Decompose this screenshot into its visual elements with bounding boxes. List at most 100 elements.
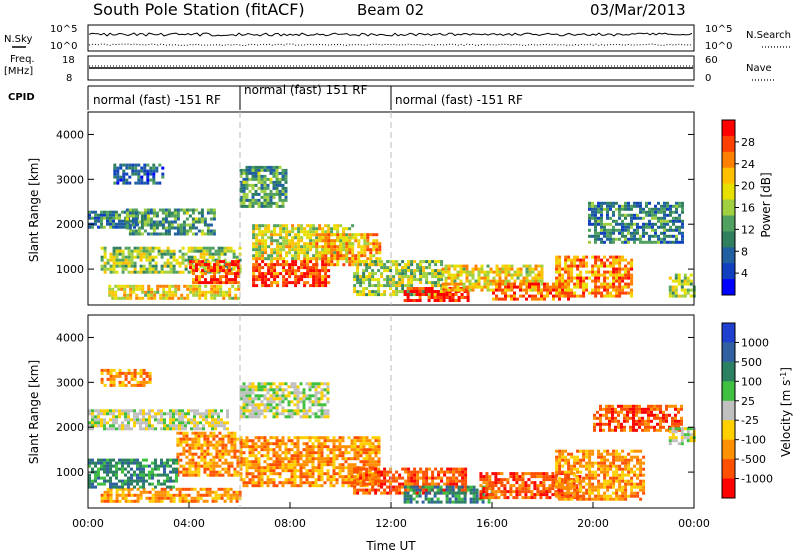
echo-cell xyxy=(257,478,261,482)
echo-cell xyxy=(245,457,249,461)
echo-cell xyxy=(251,451,255,455)
echo-cell xyxy=(125,208,129,212)
echo-cell xyxy=(675,216,678,220)
echo-cell xyxy=(161,211,165,215)
echo-cell xyxy=(160,490,164,494)
echo-cell xyxy=(363,251,367,255)
echo-cell xyxy=(335,457,339,461)
echo-cell xyxy=(315,239,319,243)
echo-cell xyxy=(211,490,215,494)
echo-cell xyxy=(194,440,198,444)
echo-cell xyxy=(678,228,681,232)
echo-cell xyxy=(260,448,264,452)
echo-cell xyxy=(615,228,618,232)
echo-cell xyxy=(109,377,113,381)
echo-cell xyxy=(230,434,234,438)
echo-cell xyxy=(139,255,143,259)
echo-cell xyxy=(142,473,145,477)
echo-cell xyxy=(143,217,147,221)
echo-cell xyxy=(603,270,607,274)
echo-cell xyxy=(239,180,243,184)
echo-cell xyxy=(257,457,261,461)
echo-cell xyxy=(305,478,309,482)
echo-cell xyxy=(404,488,408,492)
echo-cell xyxy=(630,291,634,295)
echo-cell xyxy=(368,460,372,464)
echo-cell xyxy=(606,264,610,268)
echo-cell xyxy=(392,473,396,477)
echo-cell xyxy=(657,210,660,214)
echo-cell xyxy=(353,275,357,279)
echo-cell xyxy=(290,448,294,452)
echo-cell xyxy=(211,252,215,256)
echo-cell xyxy=(317,472,321,476)
echo-cell xyxy=(603,288,607,292)
echo-cell xyxy=(205,493,209,497)
echo-cell xyxy=(165,296,169,300)
echo-cell xyxy=(450,282,454,286)
echo-cell xyxy=(303,281,307,285)
echo-cell xyxy=(501,279,505,283)
echo-cell xyxy=(591,210,594,214)
echo-cell xyxy=(158,220,162,224)
echo-cell xyxy=(308,484,312,488)
echo-cell xyxy=(133,255,137,259)
echo-cell xyxy=(181,421,184,425)
echo-cell xyxy=(242,180,246,184)
echo-cell xyxy=(657,216,660,220)
echo-cell xyxy=(677,276,681,280)
echo-cell xyxy=(456,270,460,274)
echo-cell xyxy=(181,427,184,431)
echo-cell xyxy=(121,421,124,425)
echo-cell xyxy=(213,284,217,288)
echo-cell xyxy=(248,177,252,181)
echo-cell xyxy=(326,400,330,404)
echo-cell xyxy=(363,233,367,237)
echo-cell xyxy=(606,288,610,292)
echo-cell xyxy=(169,464,172,468)
echo-cell xyxy=(109,225,112,229)
echo-cell xyxy=(618,270,622,274)
echo-cell xyxy=(237,296,241,300)
echo-cell xyxy=(299,481,303,485)
echo-cell xyxy=(263,409,267,413)
echo-cell xyxy=(642,222,645,226)
echo-cell xyxy=(558,267,562,271)
echo-cell xyxy=(674,288,678,292)
echo-cell xyxy=(266,406,270,410)
echo-cell xyxy=(413,272,417,276)
echo-cell xyxy=(281,168,285,172)
echo-cell xyxy=(339,257,343,261)
echo-cell xyxy=(528,264,532,268)
echo-cell xyxy=(261,254,265,258)
echo-cell xyxy=(199,496,203,500)
echo-cell xyxy=(260,475,264,479)
echo-cell xyxy=(193,424,196,428)
echo-cell xyxy=(167,226,171,230)
echo-cell xyxy=(257,192,261,196)
echo-cell xyxy=(203,458,207,462)
echo-cell xyxy=(371,467,375,471)
echo-cell xyxy=(339,245,343,249)
echo-cell xyxy=(185,211,189,215)
echo-cell xyxy=(239,472,243,476)
echo-cell xyxy=(207,260,210,264)
nave-tick-top: 60 xyxy=(705,55,718,66)
echo-cell xyxy=(395,266,399,270)
echo-cell xyxy=(302,466,306,470)
echo-cell xyxy=(344,457,348,461)
echo-cell xyxy=(504,285,507,289)
echo-cell xyxy=(495,294,498,298)
echo-cell xyxy=(338,442,342,446)
echo-cell xyxy=(94,424,97,428)
echo-cell xyxy=(233,440,237,444)
echo-cell xyxy=(188,226,192,230)
echo-cell xyxy=(275,189,279,193)
echo-cell xyxy=(669,210,672,214)
echo-cell xyxy=(103,467,106,471)
echo-cell xyxy=(151,409,154,413)
echo-cell xyxy=(258,278,262,282)
echo-cell xyxy=(109,255,113,259)
echo-cell xyxy=(272,442,276,446)
echo-cell xyxy=(160,270,164,274)
